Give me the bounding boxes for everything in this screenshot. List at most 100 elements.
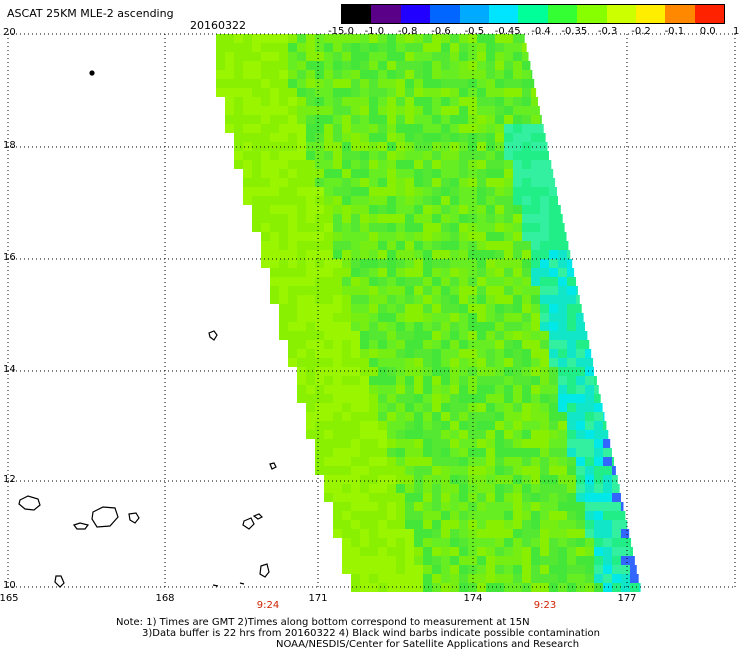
swath-cell bbox=[594, 502, 603, 511]
swath-cell bbox=[351, 205, 360, 214]
swath-cell bbox=[378, 70, 387, 79]
swath-cell bbox=[351, 79, 360, 88]
color-scale-swatch bbox=[606, 5, 636, 23]
swath-cell bbox=[396, 313, 405, 322]
swath-cell bbox=[342, 394, 351, 403]
swath-cell bbox=[549, 439, 558, 448]
swath-cell bbox=[504, 214, 513, 223]
swath-cell bbox=[495, 232, 504, 241]
swath-cell bbox=[432, 97, 441, 106]
swath-cell bbox=[423, 187, 432, 196]
swath-cell bbox=[567, 349, 576, 358]
swath-cell bbox=[540, 124, 544, 133]
swath-cell bbox=[405, 241, 414, 250]
swath-cell bbox=[441, 178, 450, 187]
swath-cell bbox=[297, 367, 306, 376]
swath-cell bbox=[270, 79, 279, 88]
swath-cell bbox=[351, 115, 360, 124]
swath-cell bbox=[423, 484, 432, 493]
swath-cell bbox=[306, 358, 315, 367]
swath-cell bbox=[315, 376, 324, 385]
swath-cell bbox=[630, 547, 633, 556]
swath-cell bbox=[513, 349, 522, 358]
swath-cell bbox=[396, 268, 405, 277]
swath-cell bbox=[540, 394, 549, 403]
swath-cell bbox=[549, 538, 558, 547]
color-scale-swatch bbox=[342, 5, 372, 23]
swath-cell bbox=[459, 295, 468, 304]
swath-cell bbox=[459, 286, 468, 295]
swath-cell bbox=[369, 115, 378, 124]
swath-cell bbox=[288, 169, 297, 178]
swath-cell bbox=[414, 169, 423, 178]
swath-cell bbox=[279, 322, 288, 331]
swath-cell bbox=[468, 151, 477, 160]
swath-cell bbox=[396, 223, 405, 232]
swath-cell bbox=[342, 223, 351, 232]
swath-cell bbox=[486, 493, 495, 502]
swath-cell bbox=[567, 466, 576, 475]
swath-cell bbox=[441, 304, 450, 313]
swath-cell bbox=[306, 133, 315, 142]
swath-cell bbox=[396, 358, 405, 367]
swath-cell bbox=[567, 502, 576, 511]
swath-cell bbox=[351, 106, 360, 115]
swath-cell bbox=[405, 511, 414, 520]
swath-cell bbox=[513, 502, 522, 511]
swath-cell bbox=[378, 250, 387, 259]
color-scale-label: -0.1 bbox=[664, 26, 685, 37]
swath-cell bbox=[594, 529, 603, 538]
swath-cell bbox=[333, 133, 342, 142]
swath-cell bbox=[423, 34, 432, 43]
swath-cell bbox=[603, 529, 612, 538]
swath-cell bbox=[387, 448, 396, 457]
swath-cell bbox=[414, 376, 423, 385]
swath-cell bbox=[360, 187, 369, 196]
swath-cell bbox=[459, 223, 468, 232]
swath-cell bbox=[387, 313, 396, 322]
swath-cell bbox=[360, 358, 369, 367]
swath-cell bbox=[351, 43, 360, 52]
swath-cell bbox=[387, 430, 396, 439]
swath-cell bbox=[432, 331, 441, 340]
swath-cell bbox=[441, 214, 450, 223]
swath-cell bbox=[360, 223, 369, 232]
swath-cell bbox=[360, 232, 369, 241]
swath-cell bbox=[558, 520, 567, 529]
swath-cell bbox=[495, 142, 504, 151]
swath-cell bbox=[504, 34, 513, 43]
swath-cell bbox=[378, 529, 387, 538]
swath-cell bbox=[558, 286, 567, 295]
swath-cell bbox=[513, 529, 522, 538]
swath-cell bbox=[585, 367, 594, 376]
swath-cell bbox=[306, 79, 315, 88]
swath-cell bbox=[423, 583, 432, 592]
swath-cell bbox=[270, 43, 279, 52]
swath-cell bbox=[279, 268, 288, 277]
swath-cell bbox=[333, 52, 342, 61]
swath-cell bbox=[324, 61, 333, 70]
swath-cell bbox=[486, 475, 495, 484]
swath-cell bbox=[252, 70, 261, 79]
swath-cell bbox=[351, 502, 360, 511]
swath-cell bbox=[522, 529, 531, 538]
swath-cell bbox=[270, 223, 279, 232]
swath-cell bbox=[468, 61, 477, 70]
swath-cell bbox=[585, 583, 594, 592]
swath-cell bbox=[387, 511, 396, 520]
swath-cell bbox=[378, 439, 387, 448]
swath-cell bbox=[387, 232, 396, 241]
swath-cell bbox=[531, 205, 540, 214]
swath-cell bbox=[558, 430, 567, 439]
swath-cell bbox=[297, 124, 306, 133]
swath-cell bbox=[576, 502, 585, 511]
swath-cell bbox=[405, 277, 414, 286]
swath-cell bbox=[315, 187, 324, 196]
swath-cell bbox=[477, 322, 486, 331]
swath-cell bbox=[324, 52, 333, 61]
swath-cell bbox=[306, 322, 315, 331]
swath-cell bbox=[441, 133, 450, 142]
swath-cell bbox=[441, 484, 450, 493]
swath-cell bbox=[567, 367, 576, 376]
swath-cell bbox=[585, 403, 594, 412]
